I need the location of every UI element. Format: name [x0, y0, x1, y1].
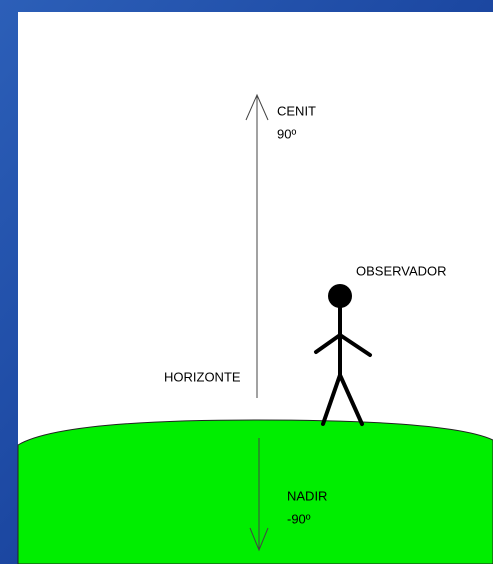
- ground: [17, 419, 493, 564]
- observer-label: OBSERVADOR: [356, 263, 447, 278]
- nadir-label: NADIR: [287, 488, 327, 503]
- horizon-label: HORIZONTE: [164, 369, 241, 384]
- nadir-angle: -90º: [287, 511, 311, 526]
- nadir-arrowhead: [249, 527, 269, 552]
- legs: [321, 369, 364, 426]
- observer-figure: [314, 304, 372, 426]
- zenith-label: CENIT: [277, 103, 316, 118]
- zenith-angle: 90º: [277, 126, 296, 141]
- head: [328, 284, 352, 308]
- zenith-arrowhead: [245, 93, 269, 121]
- arms: [314, 332, 372, 357]
